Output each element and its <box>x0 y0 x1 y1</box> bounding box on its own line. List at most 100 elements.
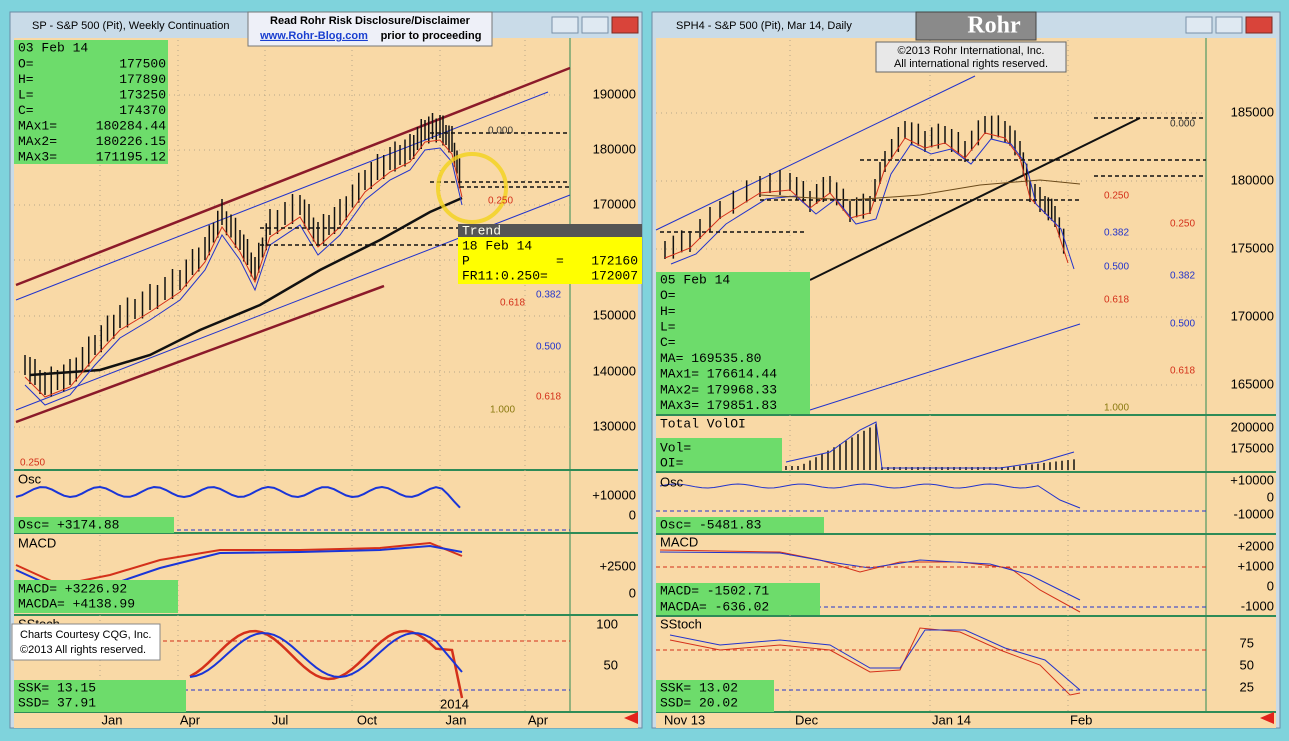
info-line: O= <box>660 288 676 303</box>
info-line: MAx2= 179968.33 <box>660 382 777 397</box>
info-line: C= <box>660 335 676 350</box>
left-info-box <box>14 40 168 164</box>
info-value: 174370 <box>119 103 166 118</box>
disclaimer-link[interactable]: www.Rohr-Blog.com <box>259 30 368 42</box>
maximize-button[interactable] <box>1215 16 1243 34</box>
year-label: 2014 <box>440 696 469 711</box>
ssk-line <box>669 627 1081 696</box>
right-title: SPH4 - S&P 500 (Pit), Mar 14, Daily <box>676 20 852 32</box>
ssd-line <box>669 629 1081 691</box>
tooltip-value: 172007 <box>591 268 638 283</box>
tooltip-eq: = <box>556 253 564 268</box>
value-box <box>14 517 174 533</box>
tooltip-label: P <box>462 253 470 268</box>
axis-label: 0 <box>629 507 636 522</box>
price-axis-label: 185000 <box>1231 104 1274 119</box>
fib-label: 1.000 <box>490 405 515 416</box>
moving-average <box>29 196 463 377</box>
close-button[interactable] <box>611 16 639 34</box>
credit-box <box>11 623 161 661</box>
info-line: 05 Feb 14 <box>660 272 730 287</box>
axis-label: 175000 <box>1231 440 1274 455</box>
osc-value: Osc= -5481.83 <box>660 517 761 532</box>
right-info-box <box>656 272 810 414</box>
copyright-box <box>875 41 1067 73</box>
fib-label: 0.250 <box>1104 191 1129 202</box>
logo: Rohr <box>967 13 1021 39</box>
moving-average <box>670 138 1075 270</box>
ssk-line <box>189 629 464 699</box>
tooltip-date: 18 Feb 14 <box>462 238 532 253</box>
info-label: C= <box>18 103 34 118</box>
fib-label: 0.500 <box>536 342 561 353</box>
x-axis-label: Dec <box>795 712 819 727</box>
left-x-axis <box>14 712 638 728</box>
oi-line <box>785 421 1075 469</box>
info-label: H= <box>18 72 34 87</box>
axis-label: 100 <box>596 616 618 631</box>
axis-label: 0 <box>1267 489 1274 504</box>
right-x-axis <box>656 712 1276 728</box>
fib-label: 0.250 <box>20 458 45 469</box>
price-axis-label: 130000 <box>593 418 636 433</box>
value-box <box>656 680 774 712</box>
ssk-value: SSK= 13.15 <box>18 680 96 695</box>
close-button[interactable] <box>1245 16 1273 34</box>
osc-line <box>15 485 461 509</box>
value-box <box>656 438 782 471</box>
panel-label: Total VolOI <box>660 416 746 431</box>
x-axis-label: Oct <box>357 712 378 727</box>
minimize-button[interactable] <box>551 16 579 34</box>
channel-line <box>15 91 549 301</box>
ssd-line <box>189 632 463 678</box>
axis-label: 200000 <box>1231 419 1274 434</box>
fib-label: 0.382 <box>1104 228 1129 239</box>
minimize-button[interactable] <box>1185 16 1213 34</box>
moving-average <box>24 139 463 398</box>
x-axis-label: Feb <box>1070 712 1092 727</box>
value-box <box>656 583 820 615</box>
price-axis-label: 180000 <box>1231 172 1274 187</box>
fib-label: 0.000 <box>1170 119 1195 130</box>
credit: ©2013 All rights reserved. <box>20 644 146 656</box>
fib-label: 0.382 <box>1170 271 1195 282</box>
x-axis-label: Jan 14 <box>932 712 971 727</box>
info-value: 180226.15 <box>96 134 166 149</box>
fib-label: 0.500 <box>1104 262 1129 273</box>
axis-label: 25 <box>1240 679 1254 694</box>
value-box <box>14 680 186 712</box>
info-value: 177500 <box>119 56 166 71</box>
disclaimer-rest: prior to proceeding <box>381 30 482 42</box>
tooltip-header-bar <box>458 224 642 237</box>
fib-label: 0.250 <box>1170 219 1195 230</box>
x-axis-label: Jan <box>446 712 467 727</box>
panel-label: Osc <box>660 474 684 489</box>
info-value: 171195.12 <box>96 149 166 164</box>
panel-label: MACD <box>18 535 56 550</box>
fib-label: 0.618 <box>536 392 561 403</box>
disclaimer-box[interactable] <box>247 11 493 47</box>
macda-value: MACDA= -636.02 <box>660 599 769 614</box>
fib-label: 0.382 <box>536 290 561 301</box>
fib-label: 0.250 <box>488 196 513 207</box>
value-box <box>14 580 178 613</box>
scroll-arrow[interactable] <box>1260 712 1274 724</box>
info-label: MAx3= <box>18 149 57 164</box>
maximize-button[interactable] <box>581 16 609 34</box>
axis-label: -1000 <box>1241 598 1274 613</box>
left-title: SP - S&P 500 (Pit), Weekly Continuation <box>32 20 230 32</box>
price-axis-label: 165000 <box>1231 376 1274 391</box>
info-line: MAx1= 176614.44 <box>660 367 777 382</box>
info-line: MAx3= 179851.83 <box>660 398 777 413</box>
info-value: 173250 <box>119 87 166 102</box>
axis-label: 0 <box>1267 578 1274 593</box>
axis-label: 75 <box>1240 635 1254 650</box>
x-axis-label: Nov 13 <box>664 712 705 727</box>
panel-label: Osc <box>18 471 42 486</box>
price-axis-label: 170000 <box>593 196 636 211</box>
vol-value: Vol= <box>660 440 691 455</box>
info-label: MAx2= <box>18 134 57 149</box>
axis-label: -10000 <box>1234 506 1274 521</box>
price-axis-label: 180000 <box>593 141 636 156</box>
scroll-arrow[interactable] <box>624 712 638 724</box>
